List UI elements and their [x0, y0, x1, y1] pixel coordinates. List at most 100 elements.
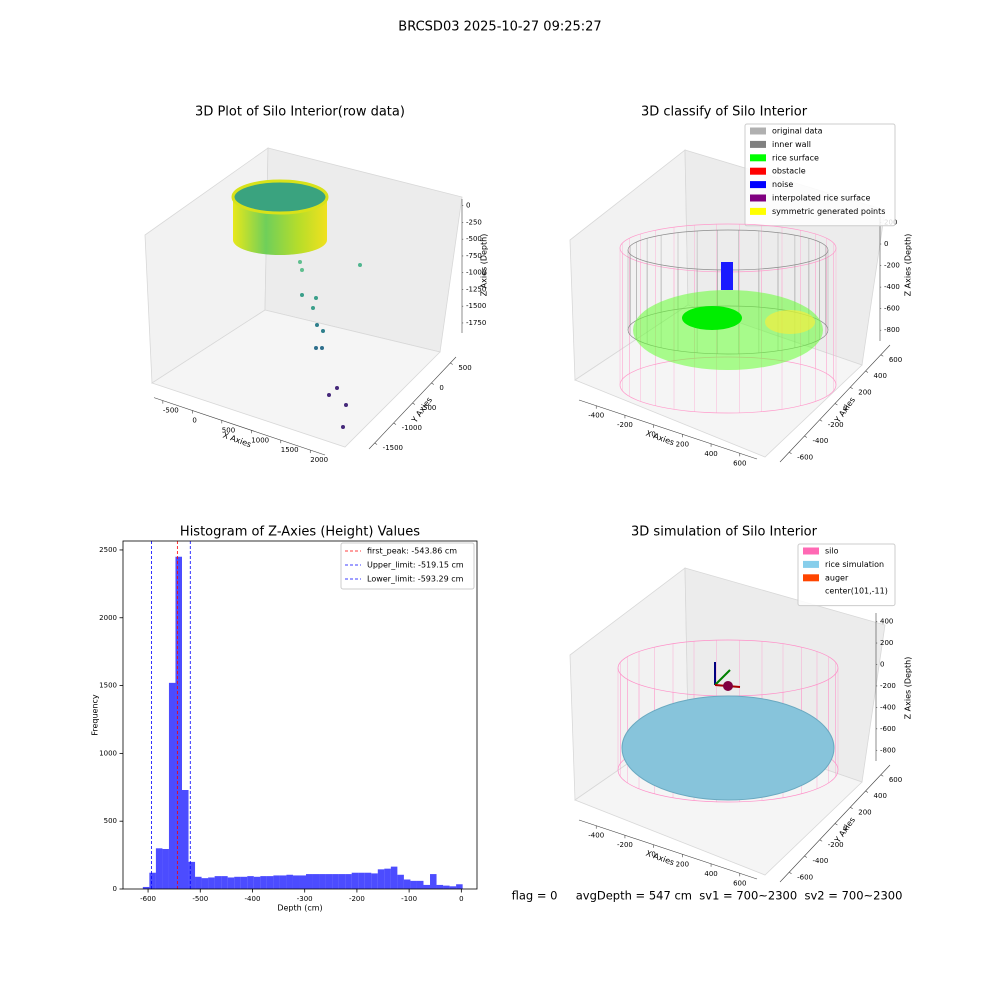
z-tick-label: -600 [880, 725, 896, 733]
legend-swatch [803, 574, 819, 582]
z-tick-label: -400 [884, 283, 900, 291]
x-tick-label: -600 [140, 895, 156, 903]
y-tick-mark [393, 422, 397, 425]
y-tick-label: 1500 [99, 682, 117, 690]
y-tick-label: 0 [439, 384, 443, 392]
histogram-bar [292, 875, 300, 889]
z-tick-label: -1750 [466, 319, 486, 327]
legend-label: Lower_limit: -593.29 cm [367, 575, 464, 584]
x-tick-label: -200 [349, 895, 365, 903]
histogram-bar [260, 876, 267, 889]
point-cloud-sketches [231, 179, 839, 803]
point-sketch [314, 296, 318, 300]
histogram-bar [397, 874, 404, 889]
z-tick-label: -400 [880, 703, 896, 711]
x-tick-label: 600 [733, 879, 746, 887]
x-tick-label: 200 [676, 860, 689, 868]
histogram-bar [443, 885, 450, 889]
x-tick-label: 500 [222, 426, 235, 434]
histogram-bar [371, 873, 378, 889]
histogram-bar [149, 872, 156, 889]
y-tick-label: 200 [858, 808, 871, 816]
y-tick-label: 200 [858, 388, 871, 396]
legend-swatch [750, 127, 766, 135]
legend-swatch [750, 140, 766, 148]
point-sketch [344, 403, 348, 407]
y-tick-label: 2000 [99, 614, 117, 622]
point-cloud-sketch [621, 695, 835, 801]
histogram-bar [142, 886, 150, 889]
y-tick-label: -600 [797, 453, 813, 461]
z-tick-label: 0 [880, 660, 884, 668]
y-tick-label: 400 [874, 792, 887, 800]
auger-sketch [714, 669, 731, 686]
legend-box [340, 542, 475, 590]
x-tick-label: -500 [163, 407, 179, 415]
point-cloud-sketch [721, 262, 733, 290]
histogram-bar [358, 872, 365, 889]
legend-swatch [803, 547, 819, 555]
z-tick-label: -800 [880, 746, 896, 754]
legend-swatch [803, 560, 819, 568]
histogram-bar [338, 874, 346, 889]
plot-frame [122, 540, 478, 890]
x-tick-label: -100 [401, 895, 417, 903]
point-cloud-sketch [765, 310, 815, 334]
point-sketch [300, 293, 304, 297]
histogram-bar [182, 789, 189, 889]
y-tick-mark [880, 354, 884, 357]
y-tick-label: 0 [843, 825, 847, 833]
y-tick-mark [804, 435, 808, 438]
z-tick-label: -750 [466, 252, 482, 260]
x-tick-label: -300 [297, 895, 313, 903]
histogram-bar [253, 876, 261, 889]
point-sketch [314, 346, 318, 350]
subplot-title: 3D simulation of Silo Interior [631, 525, 818, 540]
legend-label: first_peak: -543.86 cm [367, 547, 457, 556]
legend-swatch [750, 167, 766, 175]
x-tick-label: 2000 [310, 456, 328, 464]
histogram-bar [403, 879, 411, 889]
y-tick-label: -400 [812, 437, 828, 445]
histogram-bar [221, 876, 228, 889]
figure-title: BRCSD03 2025-10-27 09:25:27 [398, 20, 601, 35]
histogram-bar [155, 848, 163, 889]
y-tick-label: -400 [812, 857, 828, 865]
histogram-bar [312, 874, 320, 889]
histogram-bar [240, 876, 248, 889]
y-tick-mark [819, 839, 823, 842]
z-tick-label: -250 [466, 218, 482, 226]
y-tick-mark [880, 774, 884, 777]
x-axis-line [578, 819, 758, 880]
x-axis-line [153, 397, 326, 456]
z-tick-label: 400 [880, 618, 893, 626]
histogram-bar [332, 874, 339, 889]
y-tick-label: -200 [828, 421, 844, 429]
legend-label: symmetric generated points [772, 207, 885, 216]
legend-label: interpolated rice surface [772, 194, 870, 203]
point-cloud-sketch [682, 306, 742, 330]
point-sketch [300, 268, 304, 272]
histogram-bar [377, 869, 385, 889]
legend-label: Upper_limit: -519.15 cm [367, 561, 464, 570]
z-tick-label: -200 [884, 262, 900, 270]
histogram-bar [266, 876, 274, 889]
legend-swatch [750, 194, 766, 202]
point-sketch [320, 346, 324, 350]
x-tick-label: 0 [459, 895, 463, 903]
x-axis-line [578, 399, 758, 460]
histogram-bar [214, 876, 222, 889]
x-tick-label: 1000 [251, 436, 269, 444]
auger-sketch [723, 681, 733, 691]
histogram-bar [195, 876, 202, 889]
legend-swatch [750, 154, 766, 162]
y-tick-mark [865, 790, 869, 793]
point-sketch [341, 425, 345, 429]
z-tick-label: 200 [880, 639, 893, 647]
y-tick-label: 400 [874, 372, 887, 380]
x-tick-label: 200 [676, 440, 689, 448]
y-tick-mark [374, 442, 378, 445]
histogram-bar [227, 877, 235, 889]
y-tick-mark [804, 855, 808, 858]
subplot-title: 3D Plot of Silo Interior(row data) [195, 105, 405, 120]
